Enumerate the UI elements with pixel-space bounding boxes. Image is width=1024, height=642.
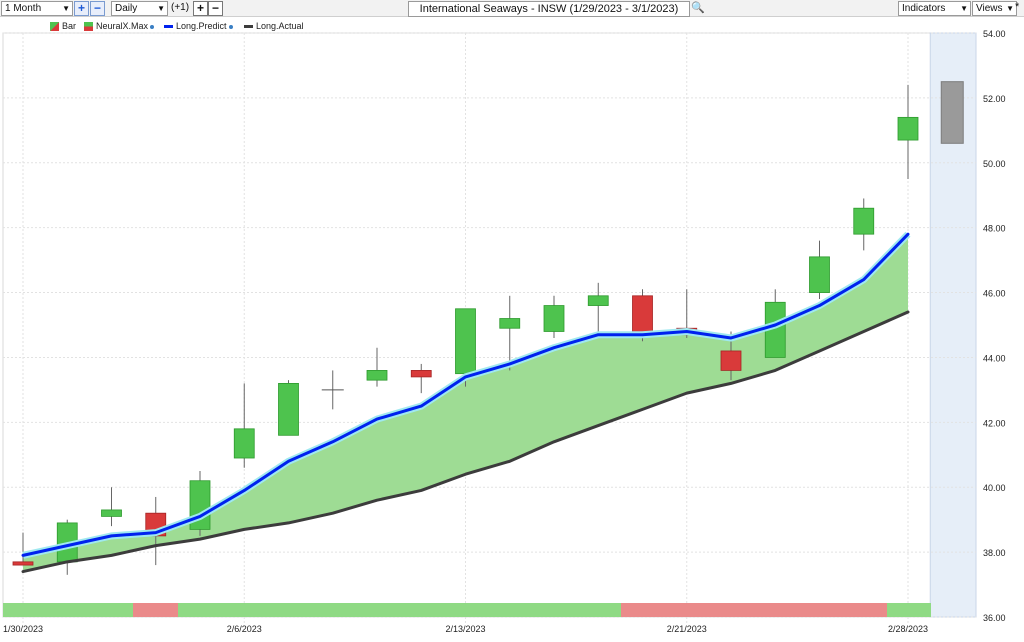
y-tick-label: 40.00 [983,483,1006,493]
candle-body [233,428,255,459]
offset-minus-button[interactable]: − [208,1,223,16]
neuralx-segment [178,603,311,617]
views-select[interactable]: Views ▼ [972,1,1017,16]
offset-label: (+1) [171,2,190,13]
x-tick-label: 1/30/2023 [3,624,43,634]
chevron-down-icon: ▼ [960,4,968,13]
candle-body [455,308,476,375]
candle-body [12,561,34,566]
indicators-label: Indicators [902,3,946,14]
legend-bar-label: Bar [62,21,77,31]
legend-actual-label: Long.Actual [256,21,304,31]
candle-body [366,370,388,381]
symbol-title-text: International Seaways - INSW (1/29/2023 … [419,3,679,15]
info-dot-icon [228,24,233,29]
search-icon[interactable]: 🔍 [691,2,705,14]
y-tick-label: 48.00 [983,224,1006,234]
y-tick-label: 36.00 [983,613,1006,623]
legend-predict-label: Long.Predict [176,21,227,31]
neuralx-legend-icon [84,22,93,32]
period-select-label: 1 Month [5,3,42,14]
chevron-down-icon: ▼ [157,4,165,13]
long-predict-line [21,232,910,557]
candle-body [720,350,742,371]
candle-body [101,509,122,517]
zoom-in-button[interactable]: + [74,1,89,16]
neuralx-segment [621,603,754,617]
actual-line-icon [244,25,253,29]
legend-bar: Bar [50,21,77,32]
long-actual-line [21,310,910,574]
period-select[interactable]: 1 Month ▼ [1,1,73,16]
neuralx-segment [3,603,133,617]
interval-select-label: Daily [115,3,138,14]
candle-body [897,116,919,141]
chevron-down-icon: ▼ [1006,4,1014,13]
zoom-out-button[interactable]: − [90,1,105,16]
candle-body [632,295,653,336]
toolbar: 1 Month ▼ + − Daily ▼ (+1) + − Internati… [0,0,1024,17]
x-tick-label: 2/21/2023 [667,624,707,634]
candle-body [543,305,565,332]
y-tick-label: 54.00 [983,29,1006,39]
indicators-select[interactable]: Indicators ▼ [898,1,971,16]
x-tick-label: 2/6/2023 [227,624,262,634]
legend-predict: Long.Predict [164,21,233,31]
neuralx-segment [311,603,488,617]
candle-body [278,382,299,436]
legend-neuralx: NeuralX.Max [84,21,155,32]
candle-body [809,256,830,293]
y-tick-label: 52.00 [983,94,1006,104]
interval-select[interactable]: Daily ▼ [111,1,168,16]
pin-icon[interactable]: * [1015,1,1020,13]
legend-neuralx-label: NeuralX.Max [96,21,149,31]
y-tick-label: 38.00 [983,548,1006,558]
forecast-bar [940,81,964,144]
symbol-title[interactable]: International Seaways - INSW (1/29/2023 … [408,1,690,17]
bar-legend-icon [50,22,59,32]
neuralx-segment [488,603,621,617]
neuralx-segment [887,603,931,617]
offset-plus-button[interactable]: + [193,1,208,16]
candle-body [587,295,609,306]
predict-line-icon [164,25,173,29]
area-between-series [23,234,908,572]
neuralx-segment [754,603,887,617]
views-label: Views [976,3,1003,14]
candle-body [410,370,432,378]
y-tick-label: 44.00 [983,353,1006,363]
x-tick-label: 2/13/2023 [445,624,485,634]
legend-actual: Long.Actual [244,21,304,31]
y-tick-label: 46.00 [983,289,1006,299]
neuralx-segment [133,603,178,617]
candle-body [499,318,521,329]
y-tick-label: 50.00 [983,159,1006,169]
x-tick-label: 2/28/2023 [888,624,928,634]
y-tick-label: 42.00 [983,418,1006,428]
info-dot-icon [150,24,155,29]
candle-body [853,207,875,235]
chevron-down-icon: ▼ [62,4,70,13]
